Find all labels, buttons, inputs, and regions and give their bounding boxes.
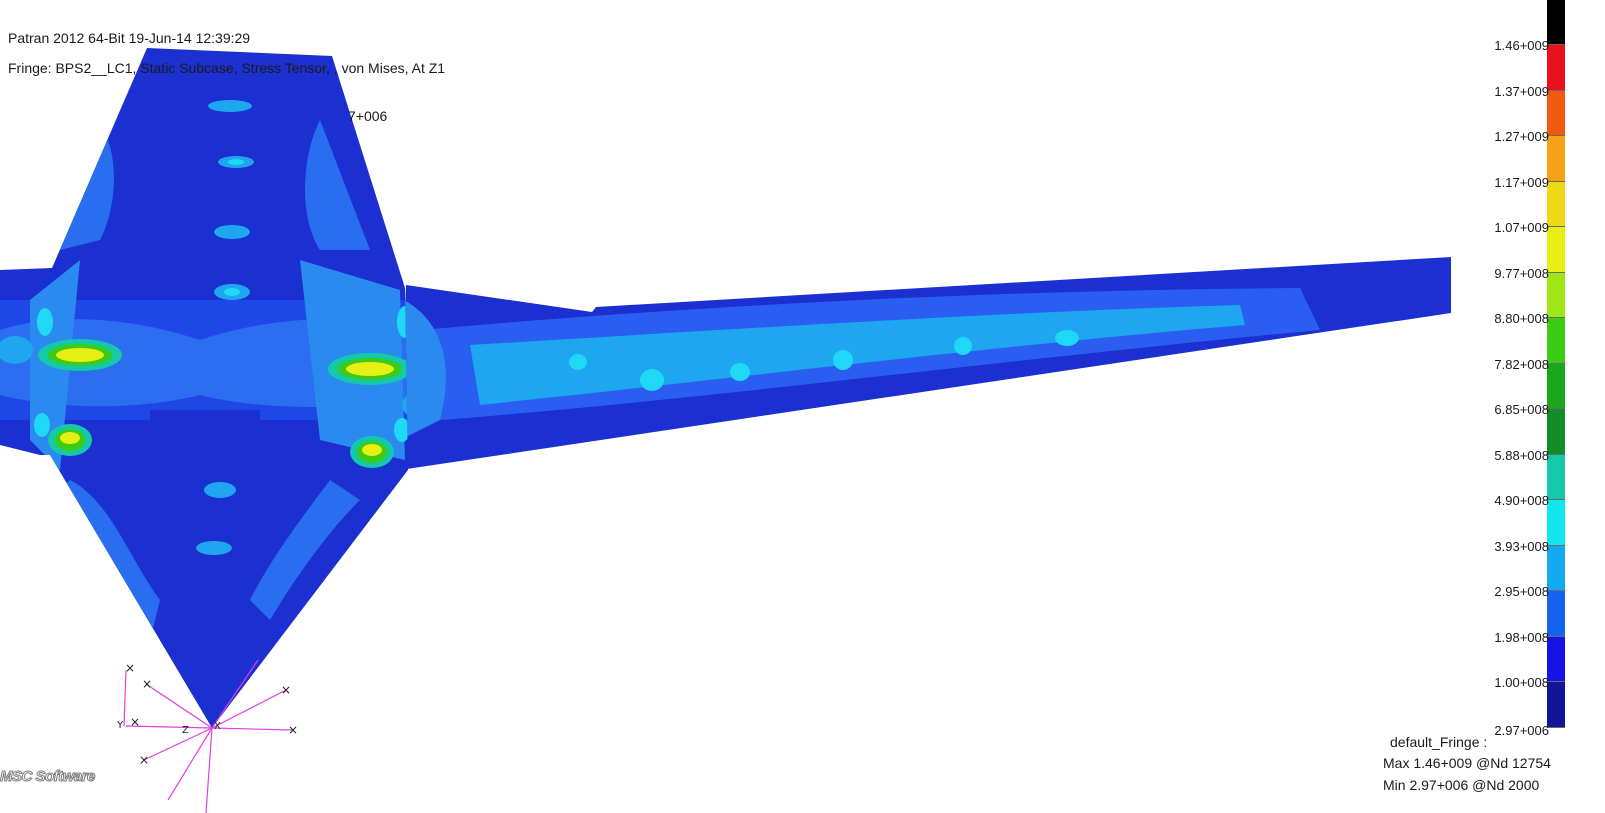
fringe-name: default_Fringe : <box>1390 734 1488 750</box>
app-title-line: Patran 2012 64-Bit 19-Jun-14 12:39:29 <box>8 30 251 46</box>
legend-tick <box>1547 635 1565 637</box>
fringe-min-readout: Min 2.97+006 @Nd 2000 <box>1383 777 1540 793</box>
legend-band <box>1547 0 1565 44</box>
legend-band <box>1547 408 1565 454</box>
legend-band <box>1547 590 1565 636</box>
wing-contour <box>400 257 1451 470</box>
legend-band <box>1547 453 1565 499</box>
legend-band <box>1547 681 1565 727</box>
legend-band <box>1547 135 1565 181</box>
legend-band <box>1547 44 1565 90</box>
legend-band <box>1547 226 1565 272</box>
legend-label: 1.07+009 <box>1494 220 1549 235</box>
legend-tick <box>1547 135 1565 136</box>
legend-label: 5.88+008 <box>1494 447 1549 463</box>
legend-tick <box>1547 44 1565 45</box>
legend-label: 1.98+008 <box>1494 629 1549 645</box>
legend-label: 6.85+008 <box>1494 402 1549 417</box>
fringe-color-bar <box>1547 0 1565 728</box>
msc-software-logo: MSC Software <box>0 768 96 786</box>
deform-scale-fragment: 7+006 <box>348 108 388 124</box>
legend-tick <box>1547 226 1565 227</box>
legend-label: 1.37+009 <box>1494 83 1549 99</box>
legend-band <box>1547 544 1565 590</box>
fringe-description: Fringe: BPS2__LC1, Static Subcase, Stres… <box>8 60 446 76</box>
legend-band <box>1547 635 1565 681</box>
axis-label-z: Z <box>182 725 189 736</box>
legend-tick <box>1547 453 1565 455</box>
node-marker-x: × <box>125 661 135 675</box>
legend-band <box>1547 317 1565 363</box>
legend-tick <box>1547 726 1565 728</box>
axis-label-y: Y <box>116 720 124 731</box>
legend-band <box>1547 89 1565 135</box>
legend-label: 7.82+008 <box>1494 356 1549 372</box>
legend-band <box>1547 271 1565 317</box>
legend-band <box>1547 362 1565 408</box>
legend-label: 3.93+008 <box>1494 538 1549 554</box>
legend-tick <box>1547 408 1565 409</box>
legend-tick <box>1547 317 1565 318</box>
legend-band <box>1547 180 1565 226</box>
node-markers: × × × × × × Z Y X <box>116 661 298 767</box>
legend-tick <box>1547 362 1565 364</box>
node-marker-x: × <box>281 683 291 697</box>
axis-label-x: X <box>214 721 221 732</box>
legend-label: 1.27+009 <box>1494 129 1549 144</box>
coordinate-frame-triad <box>123 659 293 813</box>
legend-tick <box>1547 271 1565 273</box>
legend-tick <box>1547 180 1565 182</box>
node-marker-x: × <box>130 715 140 729</box>
node-marker-x: × <box>288 723 298 737</box>
legend-label: 1.00+008 <box>1494 675 1549 690</box>
legend-label: 8.80+008 <box>1494 311 1549 326</box>
fuselage-contour <box>0 48 408 728</box>
node-marker-x: × <box>142 677 152 691</box>
legend-label: 2.97+006 <box>1494 722 1549 738</box>
legend-label: 2.95+008 <box>1494 584 1549 599</box>
legend-label: 1.46+009 <box>1494 38 1549 53</box>
legend-label: 1.17+009 <box>1494 174 1549 190</box>
legend-tick <box>1547 590 1565 591</box>
legend-band <box>1547 499 1565 545</box>
legend-tick <box>1547 544 1565 546</box>
legend-label: 4.90+008 <box>1494 493 1549 508</box>
legend-label: 9.77+008 <box>1494 265 1549 281</box>
legend-tick <box>1547 89 1565 91</box>
fringe-max-readout: Max 1.46+009 @Nd 12754 <box>1383 755 1551 771</box>
legend-tick <box>1547 499 1565 500</box>
node-marker-x: × <box>139 753 149 767</box>
legend-tick <box>1547 681 1565 682</box>
